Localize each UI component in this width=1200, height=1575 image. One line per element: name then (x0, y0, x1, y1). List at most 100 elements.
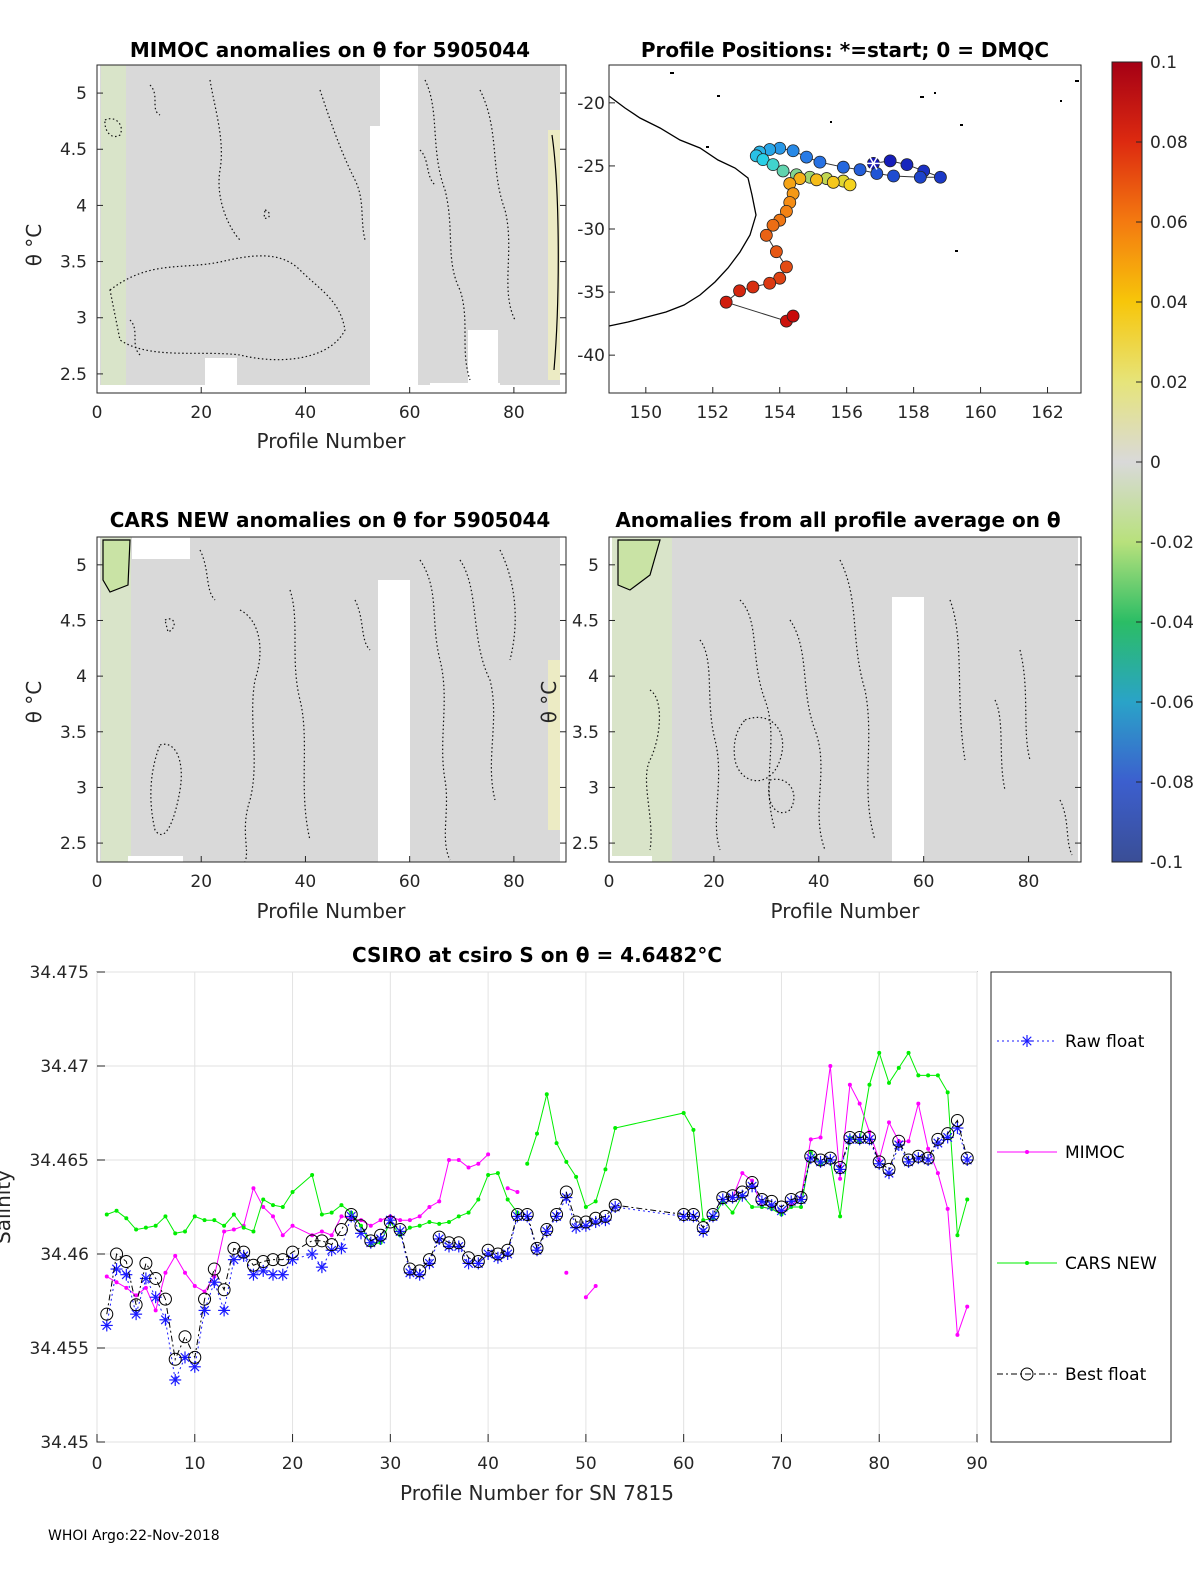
best-float-point (266, 1253, 280, 1267)
raw-float-point (796, 1194, 806, 1205)
cars-xlabel: Profile Number (257, 899, 407, 923)
raw-float-point (366, 1238, 376, 1248)
cars-anomaly-panel: CARS NEW anomalies on θ for 5905044 0 20 4… (22, 508, 567, 923)
raw-float-point (258, 1266, 268, 1276)
cars-new-series (104, 1050, 970, 1247)
colorbar-tick-label: -0.1 (1150, 853, 1183, 873)
best-float-point (217, 1283, 231, 1297)
cars-new-point (476, 1197, 481, 1202)
average-panel-title: Anomalies from all profile average on θ (615, 508, 1060, 532)
mimoc-point (222, 1229, 227, 1234)
cars-panel-title: CARS NEW anomalies on θ for 5905044 (110, 508, 551, 532)
best-float-point (364, 1234, 378, 1248)
cars-new-point (466, 1210, 471, 1215)
raw-float-point (845, 1134, 855, 1144)
mimoc-point (593, 1283, 598, 1288)
mimoc-point (945, 1206, 950, 1211)
best-float-series (100, 1114, 974, 1366)
cars-gap (378, 580, 410, 862)
cars-new-point (916, 1073, 921, 1078)
average-gap-bottom (612, 856, 652, 862)
best-float-point (442, 1236, 456, 1250)
mimoc-point (857, 1101, 862, 1106)
best-float-point (579, 1215, 593, 1229)
best-float-point (149, 1271, 163, 1285)
mimoc-gap-3 (406, 65, 418, 385)
legend-item-best-float: Best float (997, 1365, 1147, 1385)
mimoc-gap-2 (370, 126, 380, 385)
cars-new-point (251, 1229, 256, 1234)
mimoc-point (486, 1152, 491, 1157)
cars-new-point (535, 1131, 539, 1136)
best-float-point (608, 1198, 622, 1212)
best-float-point (354, 1219, 368, 1233)
average-xtick-label: 0 (604, 872, 615, 892)
best-float-point (158, 1292, 172, 1306)
profile-position-marker (813, 155, 827, 169)
colorbar-tick-label: -0.02 (1150, 533, 1194, 553)
mimoc-point (398, 1218, 403, 1223)
cars-new-point (877, 1050, 882, 1055)
raw-float-point (894, 1140, 904, 1150)
best-float-point (833, 1161, 847, 1175)
best-float-point (119, 1255, 133, 1269)
cars-ytick-label: 5 (76, 556, 87, 576)
best-float-point (716, 1191, 730, 1205)
cars-new-point (583, 1205, 588, 1209)
footer-credit: WHOI Argo:22-Nov-2018 (48, 1528, 220, 1544)
best-float-point (100, 1307, 114, 1321)
raw-float-point (581, 1221, 591, 1231)
raw-float-point (933, 1138, 943, 1148)
legend-item-cars-new: CARS NEW (997, 1254, 1157, 1274)
raw-float-point (532, 1245, 542, 1255)
raw-float-point (688, 1211, 699, 1222)
cars-new-point (192, 1214, 197, 1219)
cars-new-point (202, 1218, 207, 1223)
best-float-point (315, 1234, 329, 1248)
colorbar-tick-label: -0.04 (1150, 613, 1194, 633)
raw-float-point (444, 1241, 454, 1252)
cars-new-line (526, 1051, 968, 1236)
best-float-point (168, 1352, 182, 1366)
raw-float-point (209, 1277, 220, 1287)
cars-axis-ticks: 0 20 40 60 80 2.5 3 3.5 4 4.5 5 (60, 556, 566, 892)
cars-new-point (290, 1189, 295, 1194)
cars-new-point (603, 1167, 608, 1172)
salinity-xtick-label: 40 (477, 1454, 499, 1474)
best-float-point (950, 1114, 964, 1128)
raw-float-point (278, 1270, 288, 1280)
colorbar-tick-label: 0.02 (1150, 373, 1188, 393)
cars-new-point (691, 1127, 696, 1132)
best-float-point (432, 1230, 446, 1244)
mimoc-point (104, 1274, 109, 1279)
raw-float-point (180, 1352, 190, 1363)
average-ylabel: θ °C (537, 681, 561, 724)
best-float-point (960, 1151, 974, 1165)
cars-new-point (495, 1171, 500, 1176)
colorbar-tick-label: 0 (1150, 453, 1161, 473)
cars-xtick-label: 60 (399, 872, 421, 892)
best-float-point (862, 1130, 876, 1144)
best-float-point (413, 1264, 427, 1278)
cars-new-point (261, 1197, 266, 1202)
best-float-point (520, 1208, 534, 1222)
best-float-point (471, 1255, 485, 1269)
profile-position-marker (843, 178, 857, 192)
best-float-point (422, 1253, 436, 1267)
legend-label-cars-new: CARS NEW (1065, 1254, 1157, 1274)
colorbar-ticks: 0.1 0.08 0.06 0.04 0.02 0 -0.02 -0.04 -0.06 -0.08… (1136, 53, 1194, 873)
mimoc-line (585, 1285, 597, 1298)
average-xtick-label: 80 (1018, 872, 1040, 892)
cars-new-point (935, 1073, 940, 1078)
positions-ytick-label: -40 (577, 346, 605, 366)
average-ytick-label: 5 (588, 556, 599, 576)
raw-float-point (903, 1157, 914, 1167)
best-float-point (706, 1208, 720, 1222)
mimoc-point (447, 1158, 451, 1162)
cars-new-point (104, 1212, 109, 1217)
raw-float-point (454, 1241, 464, 1252)
colorbar-tick-label: 0.1 (1150, 53, 1177, 73)
positions-xtick-label: 150 (630, 403, 662, 423)
raw-float-point (121, 1270, 132, 1280)
